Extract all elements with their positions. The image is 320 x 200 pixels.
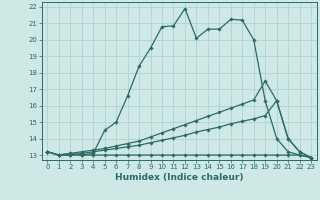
X-axis label: Humidex (Indice chaleur): Humidex (Indice chaleur) (115, 173, 244, 182)
